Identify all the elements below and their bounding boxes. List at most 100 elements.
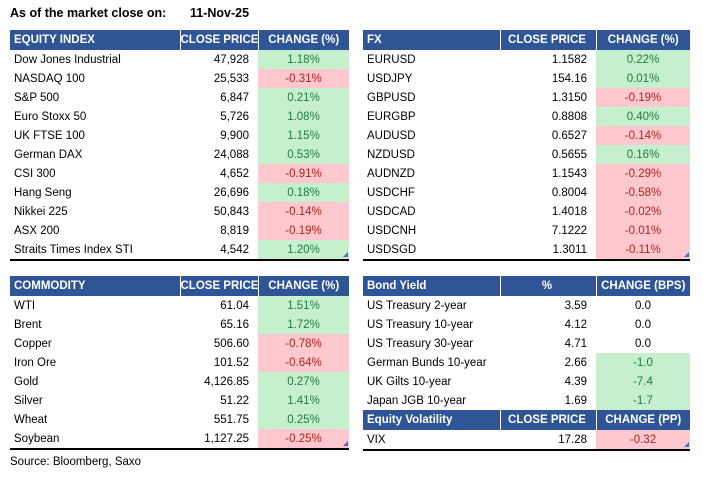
close-price-value: 17.28 (558, 433, 587, 446)
close-price-value: 50,843 (213, 205, 249, 218)
close-price-value: 154.16 (551, 72, 587, 85)
close-price-value: 25,533 (213, 72, 249, 85)
instrument-name: Japan JGB 10-year (367, 394, 467, 407)
table-row: Dow Jones Industrial 47,928 1.18% (10, 50, 349, 69)
table-row: Copper 506.60 -0.78% (10, 334, 349, 353)
close-price-value: 4.39 (564, 375, 587, 388)
close-price-value: 24,088 (213, 148, 249, 161)
change-value: -0.19% (596, 88, 690, 107)
table-row: Euro Stoxx 50 5,726 1.08% (10, 107, 349, 126)
instrument-name: Dow Jones Industrial (14, 53, 121, 66)
table-row: Wheat 551.75 0.25% (10, 410, 349, 429)
as-of-date: 11-Nov-25 (190, 6, 250, 20)
fx-table: FX CLOSE PRICE CHANGE (%) EURUSD 1.1582 0.… (363, 30, 690, 261)
close-price-value: 5,726 (220, 110, 249, 123)
table-row: GBPUSD 1.3150 -0.19% (363, 88, 690, 107)
instrument-name: Copper (14, 337, 52, 350)
column-header-equity-index: EQUITY INDEX (10, 30, 180, 50)
close-price-value: 2.66 (564, 356, 587, 369)
column-header-yield-pct: % (499, 276, 596, 296)
instrument-name: Gold (14, 375, 39, 388)
column-header-change-pp: CHANGE (PP) (595, 410, 690, 430)
source-attribution: Source: Bloomberg, Saxo (10, 456, 142, 468)
table-row: NZDUSD 0.5655 0.16% (363, 145, 690, 164)
table-row: USDCAD 1.4018 -0.02% (363, 202, 690, 221)
equity-index-table: EQUITY INDEX CLOSE PRICE CHANGE (%) Dow … (10, 30, 349, 261)
close-price-value: 4,126.85 (204, 375, 249, 388)
table-row: Brent 65.16 1.72% (10, 315, 349, 334)
table-row: German Bunds 10-year 2.66 -1.0 (363, 353, 690, 372)
table-resize-handle-icon[interactable] (684, 442, 689, 447)
instrument-name: WTI (14, 299, 36, 312)
change-value: -1.0 (596, 353, 690, 372)
close-price-value: 3.59 (564, 299, 587, 312)
close-price-value: 51.22 (220, 394, 249, 407)
instrument-name: German Bunds 10-year (367, 356, 487, 369)
change-value: 0.40% (596, 107, 690, 126)
change-value: -0.91% (258, 164, 349, 183)
close-price-value: 26,696 (213, 186, 249, 199)
column-header-bond-yield: Bond Yield (363, 276, 500, 296)
table-header-row: Bond Yield % CHANGE (BPS) (363, 276, 690, 296)
table-resize-handle-icon[interactable] (343, 252, 348, 257)
close-price-value: 0.6527 (551, 129, 587, 142)
table-row: USDSGD 1.3011 -0.11% (363, 240, 690, 259)
table-row: Iron Ore 101.52 -0.64% (10, 353, 349, 372)
close-price-value: 4,542 (220, 243, 249, 256)
close-price-value: 1.3150 (551, 91, 587, 104)
close-price-value: 47,928 (213, 53, 249, 66)
change-value: -0.58% (596, 183, 690, 202)
table-resize-handle-icon[interactable] (343, 441, 348, 446)
change-value: -0.31% (258, 69, 349, 88)
as-of-header: As of the market close on: 11-Nov-25 (10, 6, 410, 20)
table-row: AUDUSD 0.6527 -0.14% (363, 126, 690, 145)
table-row: USDJPY 154.16 0.01% (363, 69, 690, 88)
change-value: -0.14% (596, 126, 690, 145)
instrument-name: USDCHF (367, 186, 415, 199)
column-header-change-pct: CHANGE (%) (257, 30, 349, 50)
instrument-name: Brent (14, 318, 42, 331)
table-row: USDCHF 0.8004 -0.58% (363, 183, 690, 202)
instrument-name: ASX 200 (14, 224, 60, 237)
table-row: Hang Seng 26,696 0.18% (10, 183, 349, 202)
table-row: CSI 300 4,652 -0.91% (10, 164, 349, 183)
change-value: 1.08% (258, 107, 349, 126)
commodity-table: COMMODITY CLOSE PRICE CHANGE (%) WTI 61.0… (10, 276, 349, 450)
as-of-label: As of the market close on: (10, 6, 167, 20)
close-price-value: 0.8808 (551, 110, 587, 123)
instrument-name: US Treasury 10-year (367, 318, 474, 331)
instrument-name: S&P 500 (14, 91, 60, 104)
table-row: US Treasury 10-year 4.12 0.0 (363, 315, 690, 334)
table-row: Japan JGB 10-year 1.69 -1.7 (363, 391, 690, 410)
instrument-name: EURGBP (367, 110, 416, 123)
instrument-name: US Treasury 2-year (367, 299, 467, 312)
column-header-close-price: CLOSE PRICE (179, 30, 258, 50)
table-header-row: EQUITY INDEX CLOSE PRICE CHANGE (%) (10, 30, 349, 50)
instrument-name: Silver (14, 394, 43, 407)
instrument-name: German DAX (14, 148, 83, 161)
close-price-value: 506.60 (213, 337, 249, 350)
change-value: -0.78% (258, 334, 349, 353)
table-row: VIX 17.28 -0.32 (363, 430, 690, 449)
table-row: EURGBP 0.8808 0.40% (363, 107, 690, 126)
close-price-value: 1.1582 (551, 53, 587, 66)
bond-yield-table: Bond Yield % CHANGE (BPS) US Treasury 2-… (363, 276, 690, 410)
column-header-fx: FX (363, 30, 500, 50)
table-resize-handle-icon[interactable] (684, 252, 689, 257)
close-price-value: 4,652 (220, 167, 249, 180)
table-row: UK FTSE 100 9,900 1.15% (10, 126, 349, 145)
instrument-name: USDCNH (367, 224, 417, 237)
instrument-name: Nikkei 225 (14, 205, 68, 218)
change-value: -1.7 (596, 391, 690, 410)
instrument-name: Hang Seng (14, 186, 72, 199)
close-price-value: 7.1222 (551, 224, 587, 237)
close-price-value: 65.16 (220, 318, 249, 331)
instrument-name: AUDNZD (367, 167, 415, 180)
change-value: 0.0 (635, 337, 651, 350)
instrument-name: Iron Ore (14, 356, 57, 369)
instrument-name: CSI 300 (14, 167, 56, 180)
change-value: 0.21% (258, 88, 349, 107)
instrument-name: NASDAQ 100 (14, 72, 85, 85)
table-row: Silver 51.22 1.41% (10, 391, 349, 410)
